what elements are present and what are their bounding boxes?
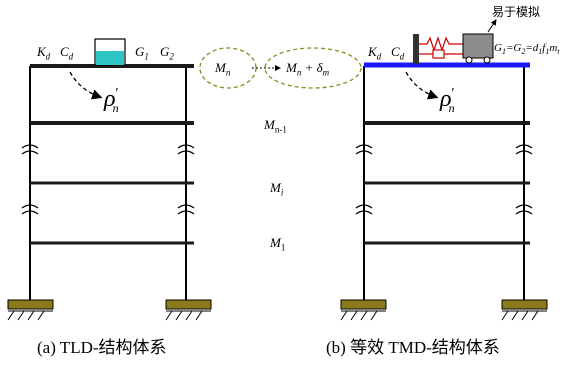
tmd-easy-arrow — [487, 19, 497, 33]
easy-simulate-label: 易于模拟 — [492, 5, 541, 19]
g-equation-label: G1=G2=d1f1mt — [494, 42, 560, 57]
left-caption: (a) TLD-结构体系 — [37, 338, 167, 357]
middle-mass-ellipses — [199, 47, 362, 89]
mass-n-label: Mn — [215, 60, 231, 78]
right-footing-right — [501, 299, 548, 321]
tmd-wheel-left — [465, 56, 473, 64]
right-cd-label: Cd — [391, 44, 405, 62]
left-footing-left — [7, 299, 54, 321]
left-rho-label: ρ′n — [104, 86, 119, 115]
mass-n-delta-ellipse — [264, 47, 362, 89]
left-rho-arrow — [69, 71, 103, 100]
tmd-wheel-right — [483, 56, 491, 64]
left-frame — [7, 38, 212, 321]
tmd-damper-icon — [419, 49, 463, 59]
tld-water — [96, 51, 124, 65]
tmd-spring-icon — [419, 36, 463, 52]
right-footing-left — [340, 299, 387, 321]
mass-1-label: M1 — [270, 235, 286, 253]
tmd-wall — [413, 34, 419, 64]
left-kd-label: Kd — [37, 44, 51, 62]
tmd-mass-block — [462, 33, 494, 59]
left-cd-label: Cd — [60, 44, 74, 62]
left-g1-label: G1 — [135, 44, 149, 62]
right-kd-label: Kd — [368, 44, 382, 62]
right-frame — [340, 19, 548, 321]
right-caption: (b) 等效 TMD-结构体系 — [326, 338, 500, 357]
left-footing-right — [165, 299, 212, 321]
right-rho-label: ρ′n — [440, 86, 455, 115]
left-break-marks — [21, 144, 195, 215]
left-g2-label: G2 — [160, 44, 174, 62]
right-rho-arrow — [405, 71, 439, 100]
mass-i-label: Mi — [270, 180, 284, 198]
mass-n-delta-label: Mn + δm — [286, 60, 330, 78]
right-break-marks — [355, 144, 533, 215]
mass-n1-label: Mn-1 — [264, 117, 287, 135]
